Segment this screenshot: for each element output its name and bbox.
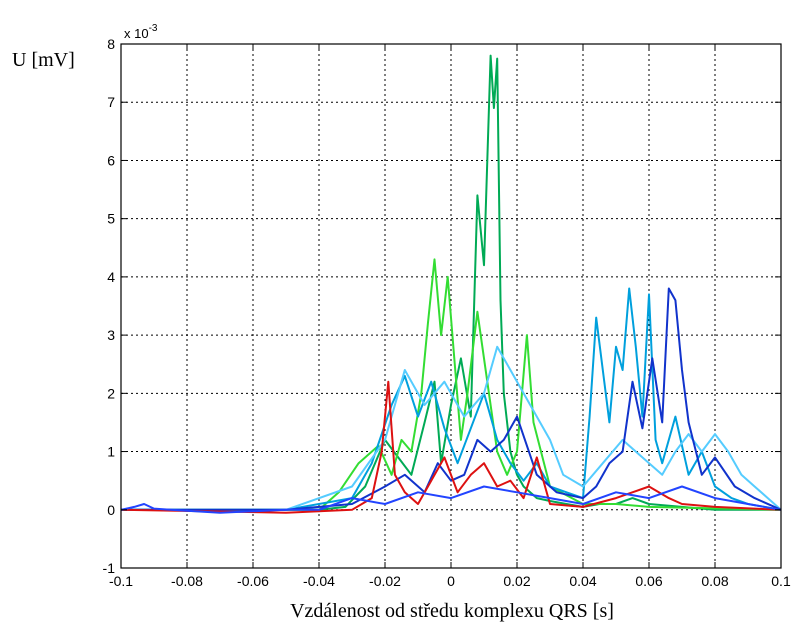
x-tick-label: 0.1 [771,573,791,589]
y-axis-label: U [mV] [12,49,75,71]
y-tick-label: 8 [107,36,115,52]
y-tick-label: 5 [107,211,115,227]
y-tick-label: 6 [107,152,115,168]
y-tick-label: -1 [103,560,116,576]
series-line-3 [121,287,782,511]
x-axis-ticks: -0.1 -0.08 -0.06 -0.04 -0.02 0 0.02 0.04 0.06 0.0… [109,44,791,589]
x-tick-label: -0.08 [171,573,203,589]
series-line-6 [120,380,782,514]
x-tick-label: 0.02 [503,573,530,589]
series-line-7 [120,485,782,514]
x-tick-label: -0.04 [303,573,335,589]
y-tick-label: 2 [107,385,115,401]
x-tick-label: 0.08 [701,573,728,589]
y-axis-multiplier: x 10-3 [124,23,158,41]
y-tick-label: 3 [107,327,115,343]
x-tick-label: -0.02 [369,573,401,589]
x-tick-label: 0.06 [635,573,662,589]
series-layer [120,54,782,514]
y-tick-label: 7 [107,94,115,110]
y-tick-label: 0 [107,502,115,518]
x-tick-label: 0 [447,573,455,589]
x-axis-label: Vzdálenost od středu komplexu QRS [s] [290,600,614,622]
y-tick-label: 1 [107,444,115,460]
x-tick-label: -0.06 [237,573,269,589]
y-axis-ticks: -1 0 1 2 3 4 5 6 7 8 [103,36,781,576]
x-tick-label: 0.04 [569,573,596,589]
grid-lines [121,44,781,568]
x-tick-label: -0.1 [109,573,133,589]
series-line-2 [121,258,782,511]
series-line-4 [121,345,782,511]
y-tick-label: 4 [107,269,115,285]
